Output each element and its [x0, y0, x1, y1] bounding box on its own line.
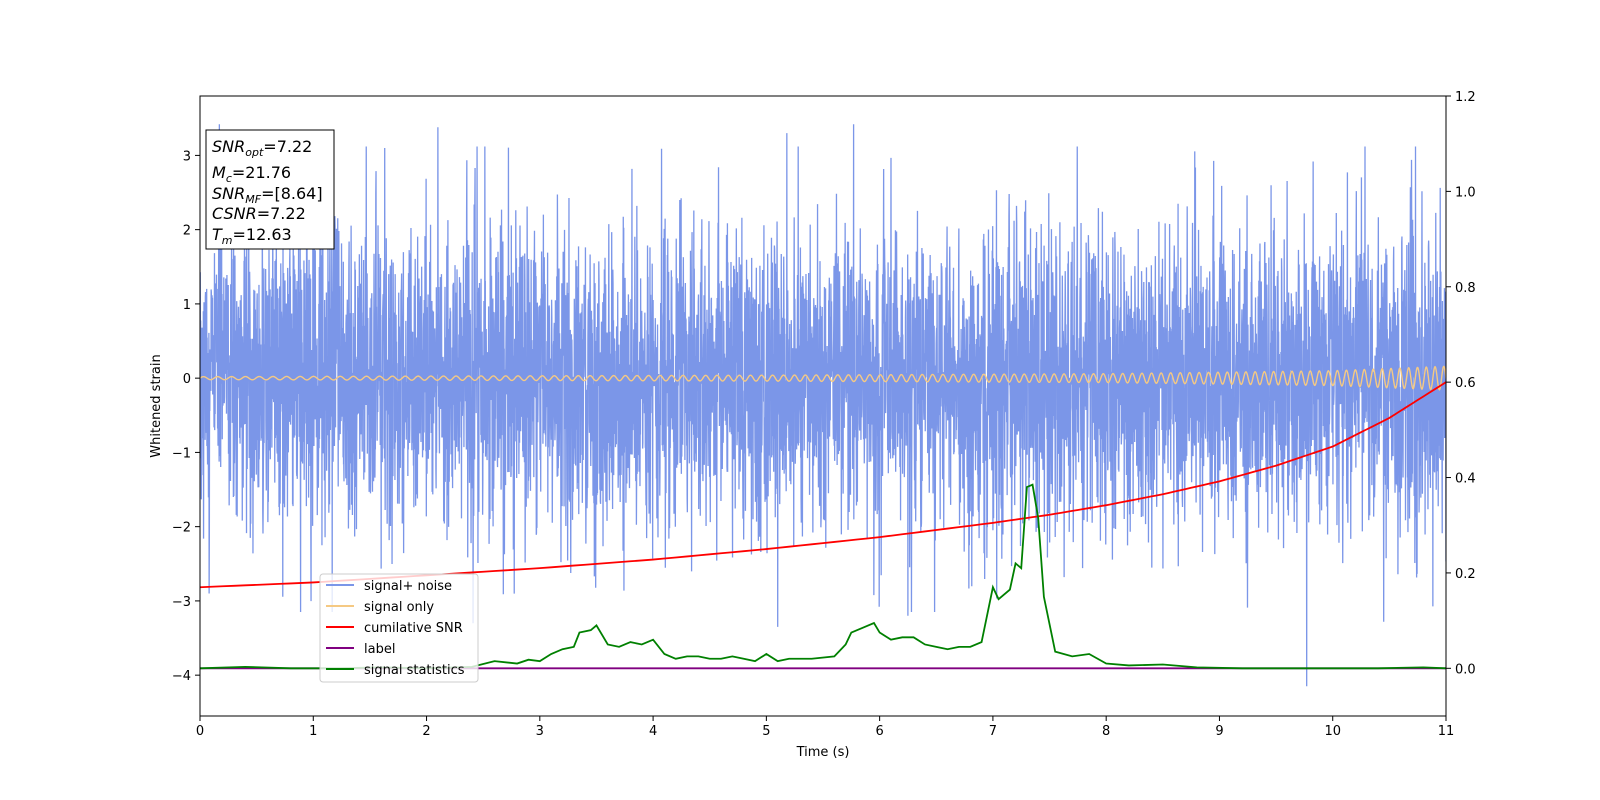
annotation-tm: Tm=12.63 — [212, 225, 292, 247]
annotation-snr-mf-sub: MF — [245, 193, 261, 206]
x-tick-label: 8 — [1102, 724, 1110, 739]
y-tick-label: 3 — [183, 149, 191, 164]
annotation-csnr-value: =7.22 — [257, 204, 306, 223]
legend-label-label: label — [364, 642, 395, 657]
series-signal-only-line — [200, 365, 1446, 391]
annotation-tm-sub: m — [222, 234, 233, 247]
annotation-snr-mf: SNRMF=[8.64] — [212, 184, 323, 206]
x-tick-label: 3 — [536, 724, 544, 739]
annotation-box-frame — [205, 129, 335, 250]
annotation-snr-opt-value: =7.22 — [263, 137, 312, 156]
y2-tick-label: 1.2 — [1455, 90, 1476, 105]
y-axis-label: Whitened strain — [149, 354, 164, 457]
y-tick-label: −2 — [172, 521, 191, 536]
annotation-snr-mf-value: =[8.64] — [261, 184, 323, 203]
annotation-snr-mf-symbol: SNR — [212, 184, 245, 203]
y2-tick-label: 0.6 — [1455, 376, 1476, 391]
x-tick-label: 2 — [422, 724, 430, 739]
annotation-csnr-symbol: CSNR — [212, 204, 257, 223]
x-tick-label: 5 — [762, 724, 770, 739]
annotation-mc-symbol: M — [212, 163, 226, 182]
series-signal-statistics-line — [200, 483, 1446, 670]
annotation-tm-value: =12.63 — [233, 225, 292, 244]
legend-label-signal-statistics: signal statistics — [364, 663, 465, 678]
annotation-box: SNRopt=7.22 Mc=21.76 SNRMF=[8.64] CSNR=7… — [205, 129, 335, 250]
annotation-mc: Mc=21.76 — [212, 163, 291, 185]
annotation-snr-opt: SNRopt=7.22 — [212, 137, 312, 159]
x-tick-label: 7 — [989, 724, 997, 739]
annotation-tm-symbol: T — [212, 225, 223, 244]
y-tick-label: −3 — [172, 595, 191, 610]
x-tick-label: 4 — [649, 724, 657, 739]
x-tick-label: 0 — [196, 724, 204, 739]
series-cumilative-snr-line — [200, 381, 1446, 589]
ticks-layer: 0 1 2 3 4 5 6 7 8 9 10 11 −4 −3 −2 −1 0 1 2 3 0.0 0.2 0.4 0.6 0.… — [172, 90, 1476, 739]
legend: signal+ noise signal only cumilative SNR… — [319, 573, 479, 683]
annotation-mc-sub: c — [226, 172, 232, 185]
y-tick-label: 2 — [183, 224, 191, 239]
y-tick-label: 1 — [183, 298, 191, 313]
legend-frame — [319, 573, 479, 683]
y-tick-label: −1 — [172, 446, 191, 461]
y2-tick-label: 0.0 — [1455, 662, 1476, 677]
legend-label-cumilative-snr: cumilative SNR — [364, 621, 463, 636]
x-tick-label: 6 — [875, 724, 883, 739]
legend-label-signal-only: signal only — [364, 600, 434, 615]
x-tick-label: 10 — [1324, 724, 1341, 739]
x-tick-label: 11 — [1438, 724, 1455, 739]
y2-tick-label: 0.4 — [1455, 472, 1476, 487]
annotation-snr-opt-sub: opt — [245, 146, 264, 159]
y2-tick-label: 0.8 — [1455, 281, 1476, 296]
plot-frame — [199, 95, 1447, 717]
y-tick-label: −4 — [172, 669, 191, 684]
y2-tick-label: 0.2 — [1455, 567, 1476, 582]
legend-label-signal-noise: signal+ noise — [364, 579, 452, 594]
y-tick-label: 0 — [183, 372, 191, 387]
annotation-csnr: CSNR=7.22 — [212, 204, 306, 223]
x-tick-label: 9 — [1215, 724, 1223, 739]
x-tick-label: 1 — [309, 724, 317, 739]
annotation-snr-opt-symbol: SNR — [212, 137, 245, 156]
x-axis-label: Time (s) — [796, 745, 850, 760]
annotation-mc-value: =21.76 — [232, 163, 291, 182]
series-signal-noise-line — [200, 124, 1446, 687]
y2-tick-label: 1.0 — [1455, 185, 1476, 200]
